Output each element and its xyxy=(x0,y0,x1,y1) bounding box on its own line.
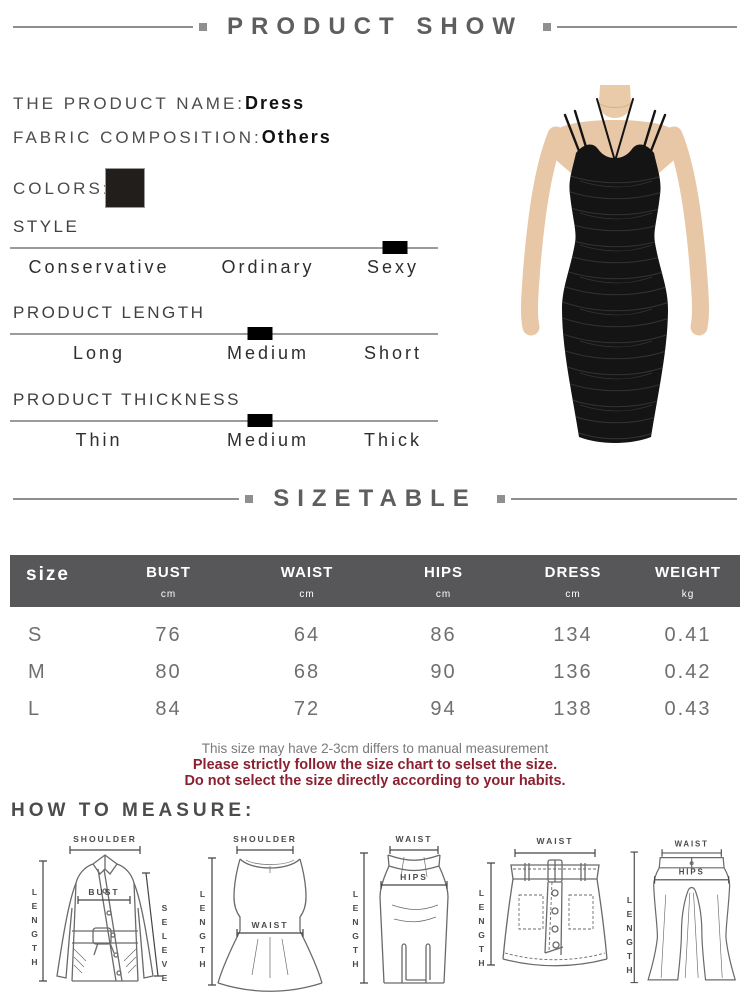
svg-text:WAIST: WAIST xyxy=(396,834,433,844)
attribute-thickness: PRODUCT THICKNESS Thin Medium Thick xyxy=(0,390,448,451)
table-row-s: S 76 64 86 134 0.41 xyxy=(28,624,712,646)
measure-diagrams: SHOULDER BUST LENGTH SELEVE SHOULDER xyxy=(0,833,750,1000)
size-table-body: S 76 64 86 134 0.41 M 80 68 90 136 0.42 … xyxy=(10,617,740,728)
square-bullet-icon xyxy=(245,495,254,503)
note-habits: Do not select the size directly accordin… xyxy=(184,772,566,789)
colors-row: COLORS: xyxy=(13,179,111,199)
option-ordinary: Ordinary xyxy=(221,257,315,277)
scale-marker-icon xyxy=(382,241,408,254)
diagram-dress: SHOULDER WAIST LENGTH xyxy=(190,833,350,998)
divider-line xyxy=(557,26,737,28)
attribute-thickness-options: Thin Medium Thick xyxy=(10,430,448,451)
divider-line xyxy=(13,498,240,500)
skirt-length-label: LENGTH xyxy=(350,889,361,973)
svg-text:WAIST: WAIST xyxy=(252,920,289,930)
option-sexy: Sexy xyxy=(366,257,420,277)
diagram-pencil-skirt: WAIST HIPS LENGTH xyxy=(350,833,475,998)
square-bullet-icon xyxy=(496,495,505,503)
size-table: size BUST cm WAIST cm HIPS cm DRESS cm WEIGH… xyxy=(10,555,740,728)
dress-photo-illustration xyxy=(520,85,710,443)
product-photo xyxy=(480,85,750,460)
colors-label: COLORS: xyxy=(13,179,111,198)
attribute-style-scale xyxy=(10,241,438,254)
sizetable-title: SIZETABLE xyxy=(273,485,477,512)
table-row-m: M 80 68 90 136 0.42 xyxy=(28,661,712,683)
svg-text:SHOULDER: SHOULDER xyxy=(73,834,137,844)
pants-length-label: LENGTH xyxy=(624,895,635,979)
svg-text:SHOULDER: SHOULDER xyxy=(233,834,297,844)
square-bullet-icon xyxy=(199,23,207,31)
note-follow-chart: Please strictly follow the size chart to… xyxy=(192,757,558,773)
product-name-row: THE PRODUCT NAME:Dress xyxy=(13,93,305,114)
note-measurement: This size may have 2-3cm differs to manu… xyxy=(201,741,549,756)
fabric-label: FABRIC COMPOSITION: xyxy=(13,128,262,147)
attribute-length-title: PRODUCT LENGTH xyxy=(13,303,206,322)
header-dress: DRESS cm xyxy=(544,564,602,600)
option-thick: Thick xyxy=(363,430,422,450)
diagram-mini-skirt: WAIST LENGTH xyxy=(475,833,625,998)
product-show-header: PRODUCT SHOW xyxy=(0,13,750,41)
attribute-length: PRODUCT LENGTH Long Medium Short xyxy=(0,303,448,364)
product-name-value: Dress xyxy=(245,93,306,113)
svg-text:BUST: BUST xyxy=(88,887,119,897)
scale-marker-icon xyxy=(247,327,273,340)
product-name-label: THE PRODUCT NAME: xyxy=(13,94,246,113)
option-medium: Medium xyxy=(226,343,310,363)
svg-text:WAIST: WAIST xyxy=(675,840,709,849)
attribute-thickness-title: PRODUCT THICKNESS xyxy=(13,390,241,409)
fabric-value: Others xyxy=(261,127,332,147)
svg-text:HIPS: HIPS xyxy=(400,872,428,882)
product-show-title: PRODUCT SHOW xyxy=(227,13,523,40)
attribute-length-scale xyxy=(10,327,438,340)
sizetable-header: SIZETABLE xyxy=(0,485,750,513)
attribute-length-options: Long Medium Short xyxy=(10,343,448,364)
fabric-row: FABRIC COMPOSITION:Others xyxy=(13,127,332,148)
attribute-thickness-scale xyxy=(10,414,438,427)
color-swatch xyxy=(105,168,145,208)
size-table-header: size BUST cm WAIST cm HIPS cm DRESS cm WEIGH… xyxy=(10,555,740,607)
diagram-pants: WAIST HIPS LENGTH xyxy=(625,833,750,998)
jacket-sleeve-label: SELEVE xyxy=(159,903,170,987)
option-thin: Thin xyxy=(75,430,123,450)
table-row-l: L 84 72 94 138 0.43 xyxy=(28,698,712,720)
header-bust: BUST cm xyxy=(146,564,191,600)
diagram-jacket: SHOULDER BUST LENGTH SELEVE xyxy=(0,833,190,998)
svg-text:HIPS: HIPS xyxy=(679,867,705,876)
option-medium: Medium xyxy=(226,430,310,450)
header-waist: WAIST cm xyxy=(280,564,334,600)
header-hips: HIPS cm xyxy=(423,564,463,600)
how-to-measure-title: HOW TO MEASURE: xyxy=(11,800,256,821)
header-weight: WEIGHT kg xyxy=(655,564,721,600)
divider-line xyxy=(510,498,737,500)
square-bullet-icon xyxy=(543,23,551,31)
jacket-length-label: LENGTH xyxy=(29,887,40,971)
option-long: Long xyxy=(72,343,126,363)
option-short: Short xyxy=(363,343,423,363)
attribute-style: STYLE Conservative Ordinary Sexy xyxy=(0,217,448,278)
mini-skirt-length-label: LENGTH xyxy=(476,888,487,972)
size-notes: This size may have 2-3cm differs to manu… xyxy=(0,741,750,788)
attribute-style-title: STYLE xyxy=(13,217,80,236)
header-size: size xyxy=(26,564,70,585)
svg-text:WAIST: WAIST xyxy=(537,836,574,846)
attribute-style-options: Conservative Ordinary Sexy xyxy=(10,257,448,278)
dress-length-label: LENGTH xyxy=(197,889,208,973)
option-conservative: Conservative xyxy=(28,257,170,277)
scale-marker-icon xyxy=(247,414,273,427)
divider-line xyxy=(13,26,193,28)
